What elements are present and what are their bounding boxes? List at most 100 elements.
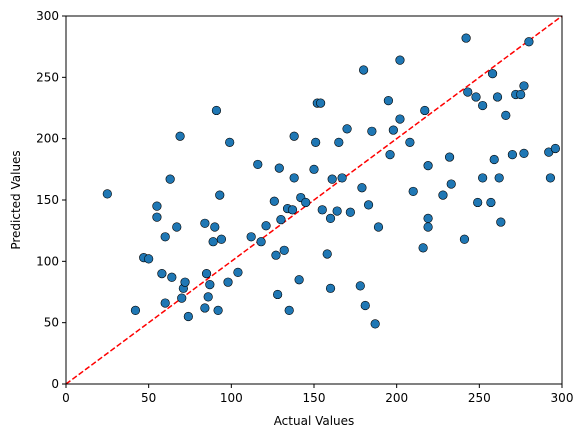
data-point [316, 98, 326, 108]
data-point [317, 205, 327, 215]
y-tick-label: 150 [36, 193, 59, 207]
data-point [152, 201, 162, 211]
data-point [478, 100, 488, 111]
data-point [345, 207, 355, 217]
x-axis-ticks: 0 50 100 150 200 250 300 [62, 384, 573, 405]
data-point [342, 124, 352, 134]
x-axis-label: Actual Values [274, 414, 355, 428]
data-point [177, 293, 187, 303]
data-point [216, 234, 227, 244]
data-point [160, 232, 170, 242]
data-point [152, 212, 162, 222]
data-point [367, 126, 377, 136]
x-tick-label: 250 [468, 391, 491, 405]
x-tick-label: 300 [551, 391, 574, 405]
data-point [289, 131, 299, 141]
data-point [519, 81, 529, 91]
data-point [223, 277, 233, 287]
x-tick-label: 100 [220, 391, 243, 405]
data-point [395, 55, 405, 65]
data-point [311, 137, 321, 147]
data-point [215, 190, 225, 200]
reference-line [65, 15, 563, 385]
data-point [279, 245, 289, 255]
data-point [489, 154, 499, 165]
data-point [444, 152, 455, 162]
data-point [507, 150, 518, 160]
data-point [471, 92, 481, 102]
data-point [408, 186, 418, 197]
reference-line-layer [65, 15, 563, 385]
data-point [271, 250, 281, 260]
y-tick-label: 0 [51, 377, 59, 391]
data-point [327, 174, 337, 184]
data-point [203, 292, 213, 302]
data-point [211, 105, 222, 116]
data-point [473, 197, 483, 208]
data-point [144, 254, 154, 264]
data-point [130, 305, 141, 316]
data-point [160, 298, 170, 308]
data-point [157, 269, 167, 279]
data-point [274, 163, 284, 173]
data-point [276, 215, 286, 225]
data-point [213, 305, 223, 316]
data-point [486, 197, 496, 208]
data-point [501, 110, 511, 120]
data-point [208, 237, 218, 247]
y-axis-ticks: 0 50 100 150 200 250 300 [36, 9, 66, 391]
data-point [167, 272, 177, 282]
data-point [545, 173, 556, 183]
data-point [405, 137, 415, 147]
data-point [200, 218, 210, 228]
data-point [269, 196, 279, 206]
y-tick-label: 300 [36, 9, 59, 23]
data-point [423, 222, 433, 232]
data-point [524, 37, 534, 47]
data-point [496, 217, 506, 227]
data-point [225, 137, 235, 147]
data-point [233, 267, 243, 277]
data-point [334, 137, 344, 147]
data-point [183, 311, 193, 322]
data-point [337, 173, 347, 183]
data-point [261, 221, 271, 231]
data-point [446, 179, 456, 189]
data-point [325, 213, 336, 223]
data-point [289, 173, 299, 183]
data-point [359, 65, 369, 75]
y-tick-label: 100 [36, 254, 59, 268]
data-point [519, 148, 529, 158]
y-tick-label: 50 [44, 316, 59, 330]
data-point [309, 164, 319, 174]
data-point [256, 237, 266, 247]
y-tick-label: 200 [36, 132, 59, 146]
data-point [287, 205, 298, 215]
y-tick-label: 250 [36, 70, 59, 84]
x-tick-label: 0 [62, 391, 70, 405]
data-point [355, 281, 365, 291]
data-point [516, 89, 526, 100]
data-point [423, 161, 433, 171]
data-point [325, 283, 336, 293]
y-axis-label: Predicted Values [9, 150, 23, 249]
data-point [253, 159, 263, 170]
data-point [459, 234, 470, 244]
data-point [360, 300, 370, 311]
data-point [383, 96, 394, 106]
data-point [463, 87, 473, 97]
data-point [550, 143, 560, 154]
data-point [294, 275, 304, 285]
data-point [363, 200, 374, 210]
data-point [284, 305, 294, 316]
data-point [175, 131, 185, 141]
data-point [487, 69, 498, 79]
data-point [246, 232, 256, 242]
data-point [478, 173, 488, 183]
x-tick-label: 200 [385, 391, 408, 405]
data-point [420, 105, 430, 116]
points-layer [102, 33, 560, 329]
data-point [438, 190, 448, 200]
data-point [322, 249, 332, 259]
